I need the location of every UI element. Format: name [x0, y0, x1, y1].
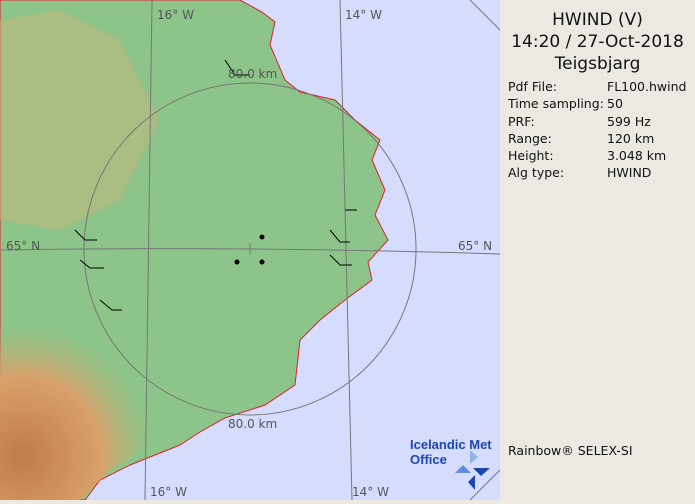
info-label: Time sampling: — [508, 96, 604, 112]
info-value: 599 Hz — [607, 113, 651, 129]
lon-label-bottom-16w: 16° W — [150, 485, 187, 499]
range-label-top: 80.0 km — [228, 67, 277, 81]
info-panel: HWIND (V) 14:20 / 27-Oct-2018 Teigsbjarg… — [500, 0, 695, 500]
info-row: Time sampling: 50 — [508, 95, 695, 112]
wind-point — [234, 259, 240, 265]
lon-label-bottom-14w: 14° W — [352, 485, 389, 499]
footer-credit: Rainbow® SELEX-SI — [508, 443, 633, 458]
site-name: Teigsbjarg — [554, 54, 641, 74]
info-value: 120 km — [607, 130, 655, 146]
map-svg: 16° W 14° W 16° W 14° W 65° N 65° N 80.0… — [0, 0, 501, 501]
info-label: Alg type: — [508, 165, 565, 181]
info-value: FL100.hwind — [607, 79, 687, 94]
highland-north — [0, 10, 160, 230]
lat-label-right: 65° N — [458, 239, 492, 253]
logo-line1: Icelandic Met — [410, 437, 492, 452]
lon-label-top-14w: 14° W — [345, 8, 382, 22]
imo-logo: Icelandic Met Office — [410, 437, 492, 467]
info-label: Height: — [508, 148, 554, 164]
info-value: 50 — [607, 96, 623, 112]
logo-line2: Office — [410, 452, 447, 467]
info-label: PRF: — [508, 113, 535, 129]
lon-label-top-16w: 16° W — [157, 8, 194, 22]
product-title: HWIND (V) — [552, 10, 643, 30]
info-label: Pdf File: — [508, 79, 557, 94]
info-row: Height: 3.048 km — [508, 147, 695, 164]
wind-point — [259, 234, 265, 240]
datetime: 14:20 / 27-Oct-2018 — [511, 32, 684, 52]
meridian-16w — [144, 0, 153, 501]
radar-map[interactable]: 16° W 14° W 16° W 14° W 65° N 65° N 80.0… — [0, 0, 501, 501]
info-row: Pdf File: FL100.hwind — [508, 78, 695, 95]
info-value: 3.048 km — [607, 148, 667, 164]
lat-label-left: 65° N — [6, 239, 40, 253]
info-row: Range: 120 km — [508, 130, 695, 147]
highland — [0, 280, 220, 500]
wind-barbs — [74, 59, 357, 311]
info-row: PRF: 599 Hz — [508, 113, 695, 130]
wind-point — [259, 259, 265, 265]
radar-site-icon — [244, 243, 256, 255]
grid-diagonal — [469, 0, 501, 501]
info-label: Range: — [508, 130, 552, 146]
range-ring-80km — [83, 82, 417, 416]
info-row: Alg type: HWIND — [508, 164, 695, 181]
imo-logo-icon — [455, 450, 490, 490]
range-label-bottom: 80.0 km — [228, 417, 277, 431]
info-value: HWIND — [607, 165, 652, 181]
